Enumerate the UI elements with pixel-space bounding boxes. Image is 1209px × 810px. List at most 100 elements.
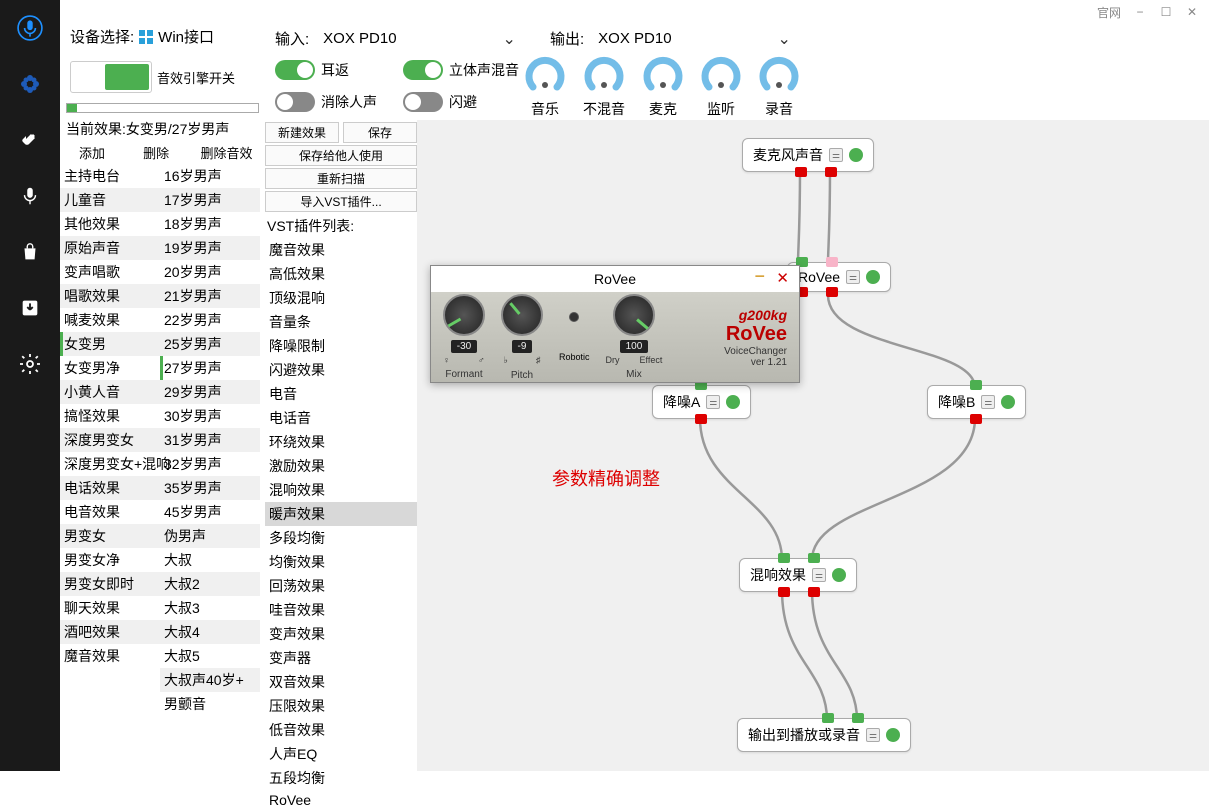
effect-preset-item[interactable]: 29岁男声 [160, 380, 260, 404]
effect-preset-item[interactable]: 17岁男声 [160, 188, 260, 212]
vst-item[interactable]: 混响效果 [265, 478, 417, 502]
device-value[interactable]: Win接口 [158, 26, 214, 47]
node-canvas[interactable]: 麦克风声音 ⚌ RoVee ⚌ 降噪A ⚌ 降噪B ⚌ 混响效果 ⚌ 输出到播放… [417, 120, 1209, 771]
effect-preset-item[interactable]: 大叔4 [160, 620, 260, 644]
import-vst-button[interactable]: 导入VST插件... [265, 191, 417, 212]
effect-category-item[interactable]: 喊麦效果 [60, 308, 160, 332]
vst-item[interactable]: 音量条 [265, 310, 417, 334]
vst-item[interactable]: 高低效果 [265, 262, 417, 286]
rovee-robotic[interactable]: Robotic [559, 312, 590, 362]
vst-item[interactable]: 顶级混响 [265, 286, 417, 310]
vst-item[interactable]: 人声EQ [265, 742, 417, 766]
clap-icon[interactable] [17, 127, 43, 153]
vst-item[interactable]: 电话音 [265, 406, 417, 430]
effect-preset-item[interactable]: 16岁男声 [160, 164, 260, 188]
output-chevron-icon[interactable]: ⌄ [778, 29, 791, 49]
effect-category-item[interactable]: 男变女净 [60, 548, 160, 572]
vst-item[interactable]: 降噪限制 [265, 334, 417, 358]
minimize-button[interactable]: − [1133, 5, 1147, 19]
vst-item[interactable]: 哇音效果 [265, 598, 417, 622]
flower-icon[interactable] [17, 71, 43, 97]
new-effect-button[interactable]: 新建效果 [265, 122, 339, 143]
download-icon[interactable] [17, 295, 43, 321]
vst-item[interactable]: 回荡效果 [265, 574, 417, 598]
vst-item[interactable]: 多段均衡 [265, 526, 417, 550]
effect-preset-item[interactable]: 大叔3 [160, 596, 260, 620]
effect-preset-item[interactable]: 31岁男声 [160, 428, 260, 452]
effect-preset-item[interactable]: 25岁男声 [160, 332, 260, 356]
effect-category-item[interactable]: 电音效果 [60, 500, 160, 524]
vst-item[interactable]: 低音效果 [265, 718, 417, 742]
effect-preset-item[interactable]: 19岁男声 [160, 236, 260, 260]
effect-preset-item[interactable]: 20岁男声 [160, 260, 260, 284]
node-denoise-a[interactable]: 降噪A ⚌ [652, 385, 751, 419]
rovee-mix-knob[interactable]: #rk3::after{transform:translateX(-50%) r… [606, 294, 663, 380]
rovee-pitch-knob[interactable]: #rk2::after{transform:translateX(-50%) r… [501, 294, 543, 381]
vst-item[interactable]: 激励效果 [265, 454, 417, 478]
effect-category-item[interactable]: 深度男变女 [60, 428, 160, 452]
vst-item[interactable]: 变声器 [265, 646, 417, 670]
settings-icon[interactable]: ⚌ [866, 728, 880, 742]
effect-preset-item[interactable]: 32岁男声 [160, 452, 260, 476]
effect-category-item[interactable]: 酒吧效果 [60, 620, 160, 644]
node-denoise-b[interactable]: 降噪B ⚌ [927, 385, 1026, 419]
effect-preset-item[interactable]: 18岁男声 [160, 212, 260, 236]
effect-category-item[interactable]: 女变男 [60, 332, 160, 356]
rovee-close-button[interactable]: ✕ [776, 269, 789, 287]
level-knob[interactable]: 录音 [759, 55, 799, 119]
effect-preset-item[interactable]: 大叔声40岁+ [160, 668, 260, 692]
vst-item[interactable]: RoVee [265, 790, 417, 810]
level-knob[interactable]: 监听 [701, 55, 741, 119]
rescan-button[interactable]: 重新扫描 [265, 168, 417, 189]
effect-category-item[interactable]: 唱歌效果 [60, 284, 160, 308]
effect-category-item[interactable]: 男变女即时 [60, 572, 160, 596]
effect-category-item[interactable]: 儿童音 [60, 188, 160, 212]
rovee-minimize-button[interactable]: − [754, 266, 765, 287]
effect-category-item[interactable]: 电话效果 [60, 476, 160, 500]
input-chevron-icon[interactable]: ⌄ [503, 29, 516, 49]
node-reverb[interactable]: 混响效果 ⚌ [739, 558, 857, 592]
vst-item[interactable]: 闪避效果 [265, 358, 417, 382]
settings-icon[interactable]: ⚌ [846, 270, 860, 284]
vst-item[interactable]: 电音 [265, 382, 417, 406]
level-knob[interactable]: 不混音 [583, 55, 625, 119]
save-button[interactable]: 保存 [343, 122, 417, 143]
gear-icon[interactable] [17, 351, 43, 377]
vst-item[interactable]: 环绕效果 [265, 430, 417, 454]
engine-toggle[interactable] [70, 61, 152, 93]
effect-category-item[interactable]: 小黄人音 [60, 380, 160, 404]
effect-category-item[interactable]: 搞怪效果 [60, 404, 160, 428]
level-knob[interactable]: 音乐 [525, 55, 565, 119]
settings-icon[interactable]: ⚌ [981, 395, 995, 409]
settings-icon[interactable]: ⚌ [812, 568, 826, 582]
vst-item[interactable]: 魔音效果 [265, 238, 417, 262]
vst-item[interactable]: 双音效果 [265, 670, 417, 694]
col-add[interactable]: 添加 [60, 143, 124, 162]
effect-preset-item[interactable]: 30岁男声 [160, 404, 260, 428]
effect-category-item[interactable]: 其他效果 [60, 212, 160, 236]
close-button[interactable]: ✕ [1185, 5, 1199, 19]
effect-category-item[interactable]: 原始声音 [60, 236, 160, 260]
effect-category-item[interactable]: 变声唱歌 [60, 260, 160, 284]
effect-preset-item[interactable]: 35岁男声 [160, 476, 260, 500]
node-rovee[interactable]: RoVee ⚌ [787, 262, 891, 292]
effect-preset-item[interactable]: 21岁男声 [160, 284, 260, 308]
effect-preset-item[interactable]: 大叔5 [160, 644, 260, 668]
effect-category-item[interactable]: 男变女 [60, 524, 160, 548]
effect-preset-item[interactable]: 27岁男声 [160, 356, 260, 380]
output-value[interactable]: XOX PD10 [598, 30, 671, 47]
official-link[interactable]: 官网 [1097, 4, 1121, 21]
effect-preset-item[interactable]: 22岁男声 [160, 308, 260, 332]
effect-category-item[interactable]: 女变男净 [60, 356, 160, 380]
settings-icon[interactable]: ⚌ [706, 395, 720, 409]
effect-category-item[interactable]: 主持电台 [60, 164, 160, 188]
col-del[interactable]: 删除 [124, 143, 188, 162]
vst-item[interactable]: 均衡效果 [265, 550, 417, 574]
effect-preset-item[interactable]: 大叔 [160, 548, 260, 572]
effect-category-item[interactable]: 深度男变女+混响 [60, 452, 160, 476]
effect-category-item[interactable]: 聊天效果 [60, 596, 160, 620]
rovee-formant-knob[interactable]: #rk1::after{transform:translateX(-50%) r… [443, 294, 485, 380]
settings-icon[interactable]: ⚌ [829, 148, 843, 162]
effect-preset-item[interactable]: 45岁男声 [160, 500, 260, 524]
mic-icon[interactable] [17, 15, 43, 41]
